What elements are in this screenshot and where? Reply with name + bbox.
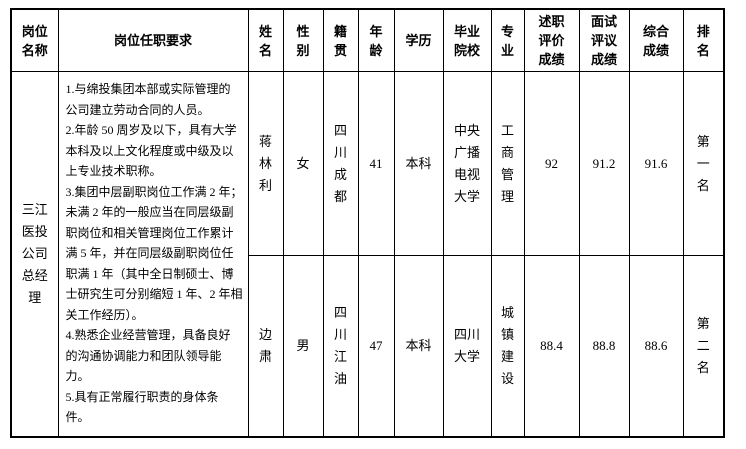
header-gender: 性 别	[282, 8, 324, 72]
education-cell: 本科	[393, 71, 444, 256]
requirements-cell: 1.与绵投集团本部或实际管理的 公司建立劳动合同的人员。 2.年龄 50 周岁及…	[57, 71, 249, 437]
school-cell: 四川 大学	[442, 255, 492, 437]
interview-score-cell: 91.2	[578, 71, 630, 256]
header-interview-score: 面试 评议 成绩	[578, 8, 630, 72]
header-age: 年 龄	[357, 8, 395, 72]
major-cell: 工 商 管 理	[490, 71, 525, 256]
name-cell: 边 肃	[247, 255, 284, 437]
name-cell: 蒋 林 利	[247, 71, 284, 256]
review-score-cell: 92	[523, 71, 580, 256]
header-name: 姓 名	[247, 8, 284, 72]
gender-cell: 女	[282, 71, 324, 256]
candidate-row-1: 三江 医投 公司 总经 理 1.与绵投集团本部或实际管理的 公司建立劳动合同的人…	[10, 71, 725, 437]
school-cell: 中央 广播 电视 大学	[442, 71, 492, 256]
interview-score-cell: 88.8	[578, 255, 630, 437]
header-education: 学历	[393, 8, 444, 72]
rank-cell: 第 一 名	[682, 71, 725, 256]
header-major: 专 业	[490, 8, 525, 72]
candidate-row-2: 边 肃 男 四 川 江 油 47 本科 四川 大学 城 镇 建 设 88.4 8…	[11, 255, 725, 437]
header-native-place: 籍 贯	[322, 8, 359, 72]
position-name-cell: 三江 医投 公司 总经 理	[10, 71, 59, 437]
header-position-name: 岗位 名称	[10, 8, 59, 72]
header-school: 毕业 院校	[442, 8, 492, 72]
review-score-cell: 88.4	[523, 255, 580, 437]
age-cell: 47	[357, 255, 395, 437]
native-place-cell: 四 川 成 都	[322, 71, 359, 256]
overall-score-cell: 88.6	[628, 255, 684, 437]
major-cell: 城 镇 建 设	[490, 255, 525, 437]
header-rank: 排 名	[682, 8, 725, 72]
header-review-score: 述职 评价 成绩	[523, 8, 580, 72]
education-cell: 本科	[393, 255, 444, 437]
header-overall-score: 综合 成绩	[628, 8, 684, 72]
rank-cell: 第 二 名	[682, 255, 725, 437]
native-place-cell: 四 川 江 油	[322, 255, 359, 437]
gender-cell: 男	[282, 255, 324, 437]
table-header-row: 岗位 名称 岗位任职要求 姓 名 性 别 籍 贯 年 龄 学历 毕业 院校 专 …	[10, 8, 725, 72]
overall-score-cell: 91.6	[628, 71, 684, 256]
age-cell: 41	[357, 71, 395, 256]
header-requirements: 岗位任职要求	[57, 8, 249, 72]
candidate-evaluation-table: 岗位 名称 岗位任职要求 姓 名 性 别 籍 贯 年 龄 学历 毕业 院校 专 …	[10, 8, 725, 438]
